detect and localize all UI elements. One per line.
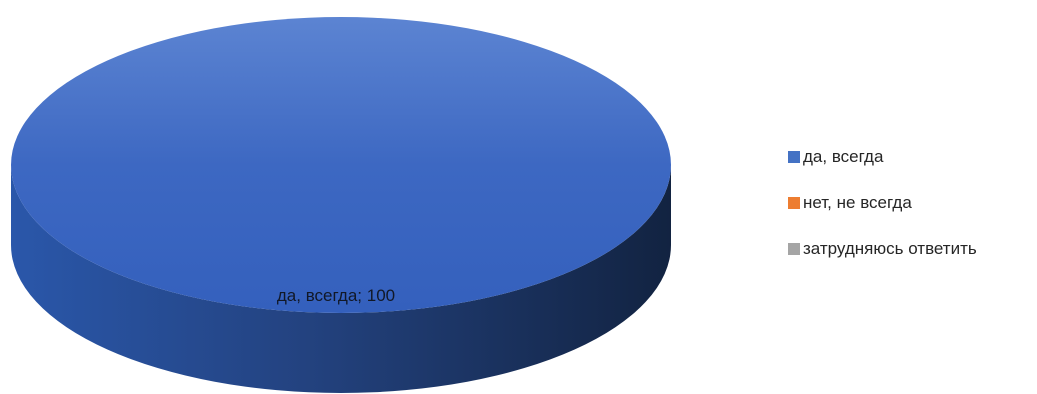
legend-label: да, всегда: [803, 147, 884, 166]
legend-item: да, всегда: [788, 146, 1033, 168]
legend-item: затрудняюсь ответить: [788, 238, 1033, 260]
pie-slice-1: [11, 17, 671, 313]
legend-item: нет, не всегда: [788, 192, 1033, 214]
data-label: да, всегда; 100: [277, 286, 395, 305]
pie-slice-1-side: [11, 165, 671, 393]
legend-label: затрудняюсь ответить: [803, 239, 977, 258]
legend-swatch: [788, 151, 800, 163]
legend-swatch: [788, 243, 800, 255]
legend: да, всегда нет, не всегда затрудняюсь отве…: [788, 146, 1033, 284]
legend-swatch: [788, 197, 800, 209]
legend-label: нет, не всегда: [803, 193, 912, 212]
